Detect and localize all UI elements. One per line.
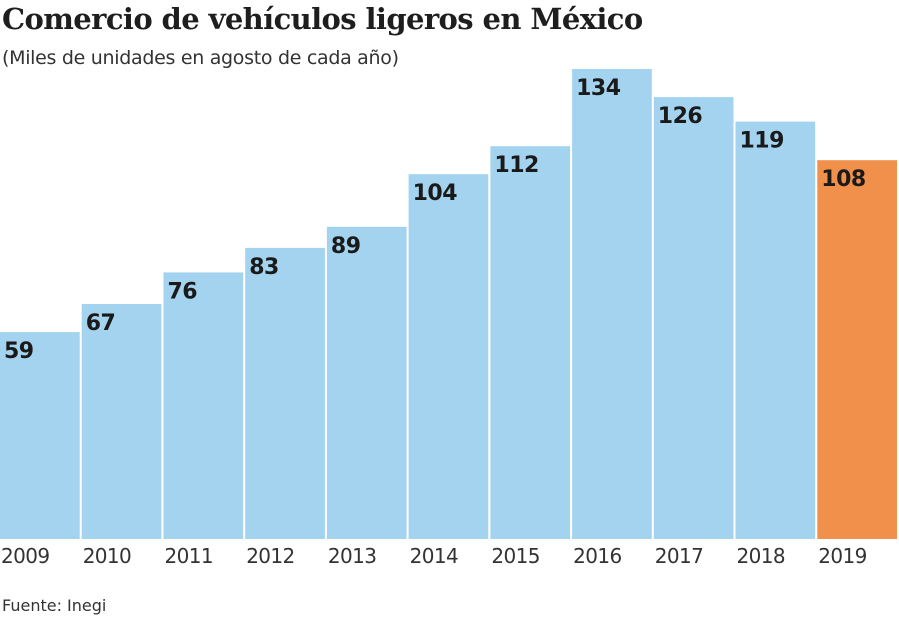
x-tick-label-2012: 2012 [246,544,295,568]
value-label-2014: 104 [413,181,458,206]
x-tick-label-2019: 2019 [818,544,867,568]
x-tick-label-2018: 2018 [737,544,786,568]
bar-2011 [163,272,244,539]
value-label-2015: 112 [494,153,538,178]
value-label-2016: 134 [576,76,621,101]
x-tick-label-2013: 2013 [328,544,377,568]
bar-2018 [735,121,816,539]
bar-2019 [817,160,897,539]
x-tick-label-2016: 2016 [573,544,622,568]
bar-2016 [572,69,652,539]
bar-2010 [81,304,162,539]
x-tick-label-2014: 2014 [410,544,459,568]
value-label-2018: 119 [740,129,784,154]
bar-2009 [0,332,80,539]
value-label-2013: 89 [331,234,361,259]
value-label-2011: 76 [168,279,198,304]
value-label-2017: 126 [658,104,703,129]
x-tick-label-2011: 2011 [165,544,214,568]
bar-2014 [408,174,489,539]
bar-2017 [653,97,734,539]
value-label-2019: 108 [821,167,865,192]
chart-title: Comercio de vehículos ligeros en México [2,2,643,36]
chart-subtitle: (Miles de unidades en agosto de cada año… [2,47,399,69]
value-label-2009: 59 [4,339,34,364]
x-tick-label-2017: 2017 [655,544,704,568]
bar-2013 [326,226,407,540]
x-tick-label-2010: 2010 [83,544,132,568]
x-tick-label-2015: 2015 [491,544,540,568]
value-label-2010: 67 [86,311,116,336]
x-tick-label-2009: 2009 [1,544,50,568]
value-label-2012: 83 [249,255,279,280]
bar-2015 [490,146,571,539]
source-note: Fuente: Inegi [2,596,107,615]
bar-2012 [245,247,325,539]
